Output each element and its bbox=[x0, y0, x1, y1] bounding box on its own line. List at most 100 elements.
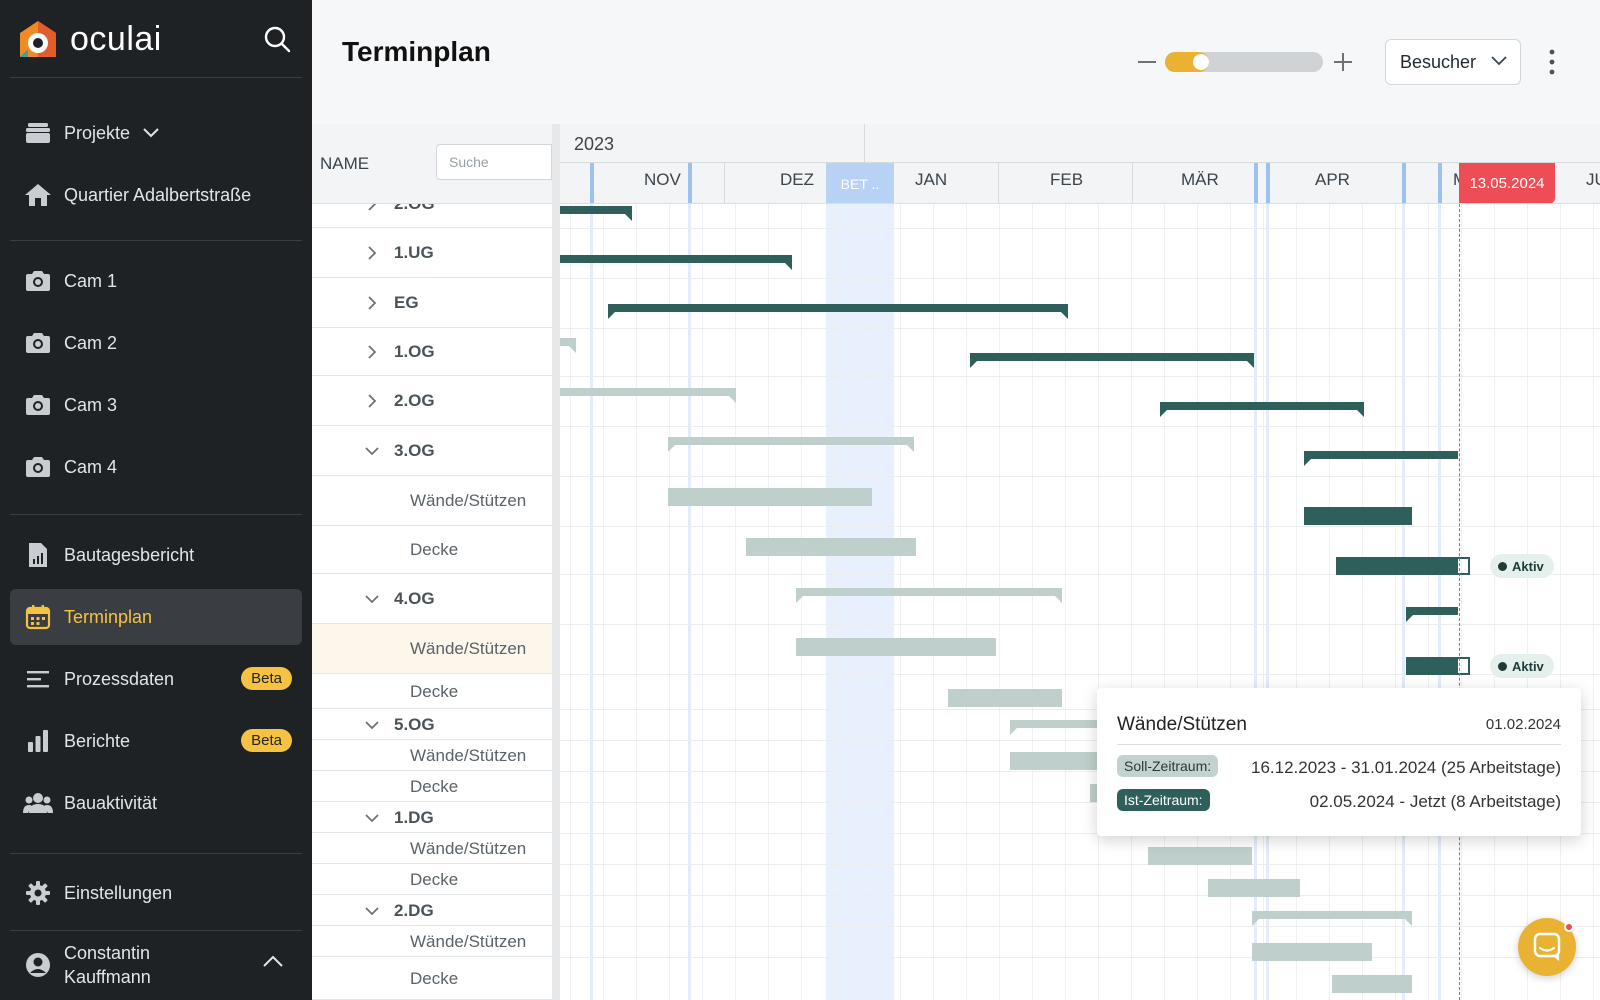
row-line bbox=[560, 833, 1600, 834]
actual-bar[interactable] bbox=[970, 353, 1254, 368]
chevron-down-icon[interactable] bbox=[364, 717, 380, 733]
task-row[interactable]: Decke bbox=[312, 771, 552, 802]
sidebar-item-cam-2[interactable]: Cam 2 bbox=[10, 315, 302, 371]
actual-bar[interactable] bbox=[560, 206, 632, 221]
planned-bar[interactable] bbox=[668, 437, 914, 452]
sidebar-item-einstellungen[interactable]: Einstellungen bbox=[10, 865, 302, 921]
actual-bar[interactable] bbox=[1304, 507, 1412, 525]
planned-bar[interactable] bbox=[560, 388, 736, 403]
sidebar-item-projekte[interactable]: Projekte bbox=[10, 105, 302, 161]
planned-bar[interactable] bbox=[1252, 943, 1372, 961]
chevron-right-icon[interactable] bbox=[364, 295, 380, 311]
planned-bar[interactable] bbox=[746, 538, 916, 556]
row-line bbox=[560, 895, 1600, 896]
sidebar-item-bautagesbericht[interactable]: Bautagesbericht bbox=[10, 527, 302, 583]
sidebar-item-terminplan[interactable]: Terminplan bbox=[10, 589, 302, 645]
planned-bar[interactable] bbox=[1252, 911, 1412, 926]
chevron-up-icon[interactable] bbox=[262, 954, 284, 968]
group-row[interactable]: 2.OG bbox=[312, 376, 552, 426]
sidebar-item-prozessdaten[interactable]: Prozessdaten Beta bbox=[10, 651, 302, 707]
task-row[interactable]: Decke bbox=[312, 526, 552, 574]
week-grid-line bbox=[1266, 204, 1269, 1000]
sidebar-item-berichte[interactable]: Berichte Beta bbox=[10, 713, 302, 769]
planned-bar[interactable] bbox=[1208, 879, 1300, 897]
grid-line bbox=[1428, 204, 1429, 1000]
task-row[interactable]: Decke bbox=[312, 674, 552, 709]
chevron-right-icon[interactable] bbox=[364, 245, 380, 261]
task-row[interactable]: Wände/Stützen bbox=[312, 624, 552, 674]
actual-bar[interactable] bbox=[1406, 657, 1458, 675]
holiday-marker[interactable]: BET .. bbox=[826, 163, 894, 203]
row-line bbox=[560, 476, 1600, 477]
task-row[interactable]: Wände/Stützen bbox=[312, 926, 552, 957]
row-label: Wände/Stützen bbox=[410, 746, 527, 765]
planned-bar[interactable] bbox=[560, 338, 576, 353]
task-row[interactable]: Wände/Stützen bbox=[312, 740, 552, 771]
task-row[interactable]: Decke bbox=[312, 957, 552, 1000]
sidebar-item-project[interactable]: Quartier Adalbertstraße bbox=[10, 167, 302, 223]
group-row[interactable]: EG bbox=[312, 278, 552, 328]
status-dot bbox=[1498, 661, 1507, 671]
chevron-down-icon[interactable] bbox=[364, 903, 380, 919]
year-divider bbox=[864, 124, 865, 162]
row-line bbox=[560, 674, 1600, 675]
sidebar-item-cam-4[interactable]: Cam 4 bbox=[10, 439, 302, 495]
task-row[interactable]: Wände/Stützen bbox=[312, 833, 552, 864]
group-row[interactable]: 2.OG bbox=[312, 204, 552, 228]
actual-bar[interactable] bbox=[1336, 557, 1458, 575]
notification-dot bbox=[1564, 922, 1574, 932]
chat-button[interactable] bbox=[1518, 918, 1576, 976]
role-select[interactable]: Besucher bbox=[1385, 39, 1521, 85]
planned-bar[interactable] bbox=[1332, 975, 1412, 993]
chevron-down-icon[interactable] bbox=[364, 443, 380, 459]
user-menu[interactable]: Constantin Kauffmann bbox=[10, 930, 302, 1000]
more-vertical-icon[interactable] bbox=[1545, 46, 1559, 78]
zoom-out-button[interactable] bbox=[1134, 50, 1160, 74]
group-row[interactable]: 1.UG bbox=[312, 228, 552, 278]
sidebar-divider bbox=[10, 514, 302, 515]
actual-bar[interactable] bbox=[1406, 607, 1458, 622]
task-row[interactable]: Wände/Stützen bbox=[312, 476, 552, 526]
brand[interactable]: oculai bbox=[18, 18, 162, 60]
chevron-right-icon[interactable] bbox=[364, 344, 380, 360]
sidebar-item-cam-1[interactable]: Cam 1 bbox=[10, 253, 302, 309]
actual-bar[interactable] bbox=[1160, 402, 1364, 417]
group-row[interactable]: 3.OG bbox=[312, 426, 552, 476]
actual-bar[interactable] bbox=[1304, 451, 1458, 466]
zoom-slider[interactable] bbox=[1165, 52, 1323, 72]
planned-bar[interactable] bbox=[948, 689, 1062, 707]
group-row[interactable]: 1.DG bbox=[312, 802, 552, 833]
sidebar-divider bbox=[10, 77, 302, 78]
beta-badge: Beta bbox=[241, 729, 292, 752]
sidebar-item-cam-3[interactable]: Cam 3 bbox=[10, 377, 302, 433]
zoom-slider-handle[interactable] bbox=[1193, 54, 1209, 70]
today-line bbox=[1459, 204, 1460, 1000]
group-row[interactable]: 5.OG bbox=[312, 709, 552, 740]
group-row[interactable]: 1.OG bbox=[312, 328, 552, 376]
planned-bar[interactable] bbox=[668, 488, 872, 506]
row-label: Wände/Stützen bbox=[410, 932, 527, 951]
chevron-down-icon[interactable] bbox=[364, 591, 380, 607]
grid-line bbox=[1362, 204, 1363, 1000]
grid-line bbox=[1065, 204, 1066, 1000]
name-search-input[interactable] bbox=[436, 144, 552, 180]
sidebar-item-bauaktivitaet[interactable]: Bauaktivität bbox=[10, 775, 302, 831]
planned-bar[interactable] bbox=[796, 588, 1062, 603]
chevron-down-icon[interactable] bbox=[364, 810, 380, 826]
row-label: 3.OG bbox=[394, 441, 435, 460]
actual-bar[interactable] bbox=[608, 304, 1068, 319]
column-resize-handle[interactable] bbox=[552, 124, 560, 1000]
task-row[interactable]: Decke bbox=[312, 864, 552, 895]
group-row[interactable]: 2.DG bbox=[312, 895, 552, 926]
chevron-right-icon[interactable] bbox=[364, 393, 380, 409]
calendar-icon bbox=[14, 604, 62, 630]
search-icon[interactable] bbox=[262, 24, 292, 54]
planned-bar[interactable] bbox=[1148, 847, 1252, 865]
group-row[interactable]: 4.OG bbox=[312, 574, 552, 624]
grid-line bbox=[1197, 204, 1198, 1000]
zoom-in-button[interactable] bbox=[1330, 50, 1356, 74]
planned-bar[interactable] bbox=[796, 638, 996, 656]
chevron-right-icon[interactable] bbox=[364, 204, 380, 212]
actual-bar[interactable] bbox=[560, 255, 792, 270]
month-divider bbox=[1132, 163, 1133, 203]
